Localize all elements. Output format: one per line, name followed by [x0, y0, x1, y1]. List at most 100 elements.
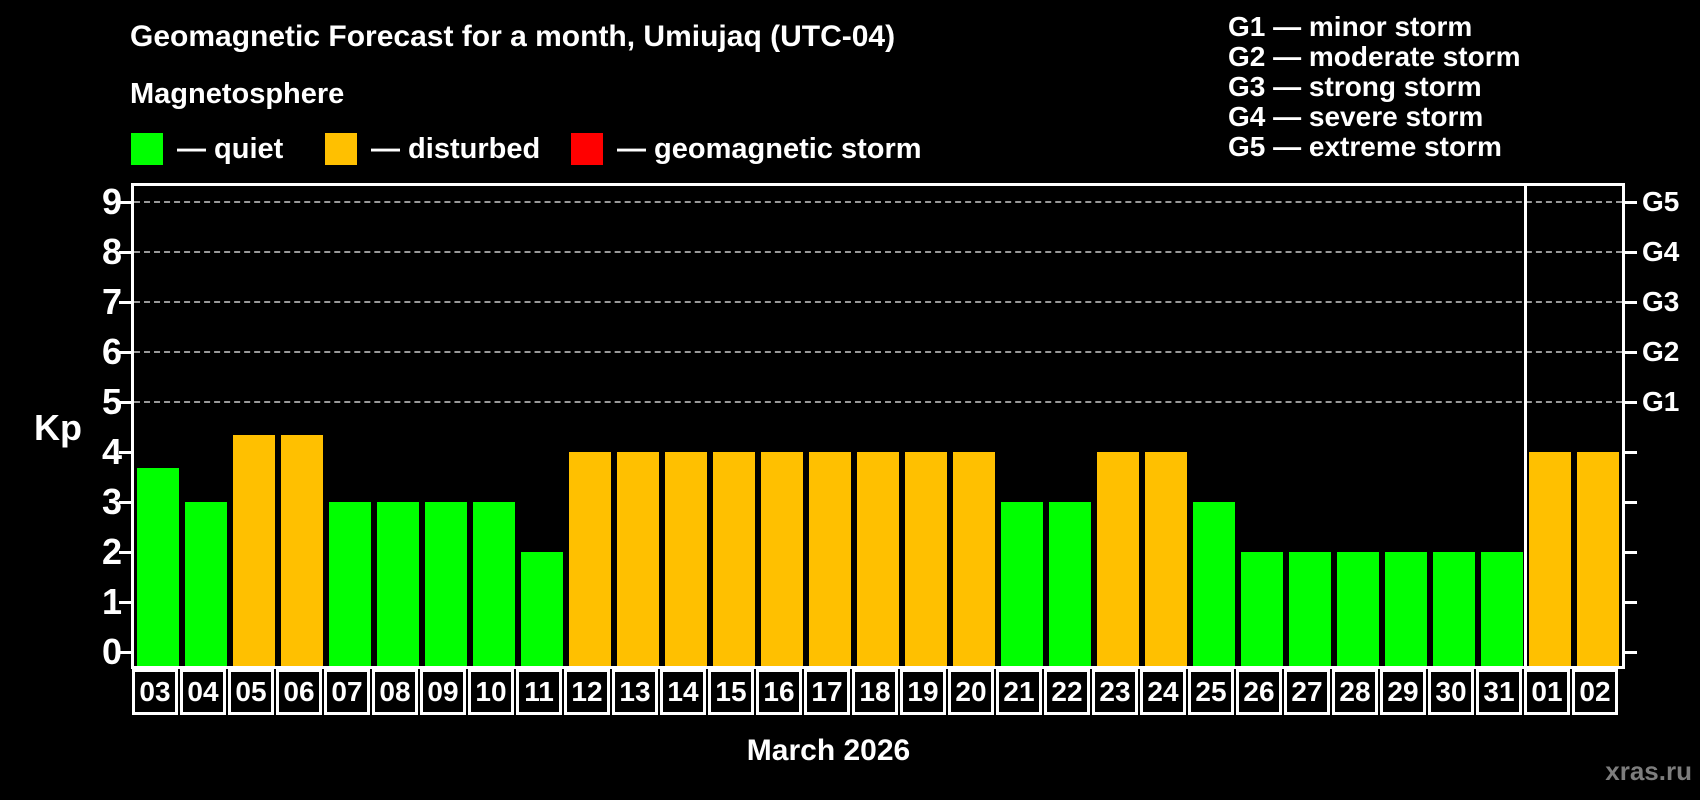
- plot-area: [131, 183, 1625, 669]
- y-tick-label: 2: [101, 531, 122, 572]
- date-cell-30: 30: [1428, 669, 1474, 715]
- y-tick-label: 1: [101, 581, 122, 622]
- date-cell-10: 10: [468, 669, 514, 715]
- legend-swatch-disturbed: [325, 133, 357, 165]
- kp-bar-02: [1577, 452, 1619, 666]
- legend-item-disturbed: — disturbed: [325, 132, 540, 166]
- kp-bar-20: [953, 452, 995, 666]
- y-tick-label: 4: [101, 431, 122, 472]
- kp-bar-01: [1529, 452, 1571, 666]
- y-axis-tick-left: [119, 251, 131, 254]
- y-axis-tick-left: [119, 651, 131, 654]
- kp-bar-14: [665, 452, 707, 666]
- legend-swatch-storm: [571, 133, 603, 165]
- storm-scale-legend-line: G1 — minor storm: [1228, 11, 1473, 42]
- legend-label-storm: — geomagnetic storm: [617, 132, 922, 165]
- kp-bar-09: [425, 502, 467, 666]
- kp-bar-27: [1289, 552, 1331, 666]
- kp-bar-15: [713, 452, 755, 666]
- legend-swatch-quiet: [131, 133, 163, 165]
- y-axis-tick-left: [119, 551, 131, 554]
- y-axis-tick-left: [119, 401, 131, 404]
- storm-scale-legend-line: G5 — extreme storm: [1228, 131, 1502, 162]
- date-cell-27: 27: [1284, 669, 1330, 715]
- date-cell-05: 05: [228, 669, 274, 715]
- x-axis-month-label: March 2026: [746, 734, 911, 767]
- gridline-kp9: [134, 201, 1622, 203]
- kp-bar-29: [1385, 552, 1427, 666]
- g-scale-label-g4: G4: [1642, 236, 1680, 267]
- y-axis-tick-right: [1625, 451, 1637, 454]
- y-tick-label: 5: [101, 381, 122, 422]
- date-cell-17: 17: [804, 669, 850, 715]
- y-tick-label: 6: [101, 331, 122, 372]
- y-axis-tick-left: [119, 201, 131, 204]
- date-cell-14: 14: [660, 669, 706, 715]
- y-tick-label: 7: [101, 281, 122, 322]
- date-cell-07: 07: [324, 669, 370, 715]
- y-tick-label: 9: [101, 181, 122, 222]
- date-cell-26: 26: [1236, 669, 1282, 715]
- date-cell-02: 02: [1572, 669, 1618, 715]
- kp-bar-26: [1241, 552, 1283, 666]
- y-axis-label: Kp: [34, 407, 82, 448]
- y-tick-label: 0: [101, 631, 122, 672]
- kp-bar-06: [281, 435, 323, 666]
- date-cell-03: 03: [132, 669, 178, 715]
- date-cell-22: 22: [1044, 669, 1090, 715]
- y-axis-tick-right: [1625, 501, 1637, 504]
- y-axis-tick-right: [1625, 651, 1637, 654]
- y-axis-tick-right: [1625, 201, 1637, 204]
- date-cell-29: 29: [1380, 669, 1426, 715]
- legend-label-quiet: — quiet: [177, 132, 284, 165]
- date-cell-12: 12: [564, 669, 610, 715]
- kp-bar-03: [137, 468, 179, 666]
- g-scale-label-g3: G3: [1642, 286, 1680, 317]
- g-scale-label-g1: G1: [1642, 386, 1680, 417]
- y-axis-tick-right: [1625, 301, 1637, 304]
- watermark: xras.ru: [1605, 756, 1692, 786]
- kp-bar-28: [1337, 552, 1379, 666]
- y-axis-tick-right: [1625, 251, 1637, 254]
- month-boundary-line: [1524, 186, 1527, 666]
- storm-scale-legend: G1 — minor storm G2 — moderate storm G3 — …: [1228, 12, 1521, 162]
- kp-bar-17: [809, 452, 851, 666]
- date-cell-20: 20: [948, 669, 994, 715]
- gridline-kp8: [134, 251, 1622, 253]
- gridline-kp5: [134, 401, 1622, 403]
- kp-bar-16: [761, 452, 803, 666]
- date-cell-09: 09: [420, 669, 466, 715]
- y-axis-tick-right: [1625, 401, 1637, 404]
- legend-item-quiet: — quiet: [131, 132, 283, 166]
- gridline-kp6: [134, 351, 1622, 353]
- kp-bar-31: [1481, 552, 1523, 666]
- y-axis-tick-left: [119, 601, 131, 604]
- y-tick-label: 3: [101, 481, 122, 522]
- date-cell-23: 23: [1092, 669, 1138, 715]
- y-axis-tick-right: [1625, 551, 1637, 554]
- magnetosphere-label: Magnetosphere: [130, 78, 345, 110]
- y-axis-tick-left: [119, 451, 131, 454]
- date-cell-06: 06: [276, 669, 322, 715]
- date-cell-18: 18: [852, 669, 898, 715]
- kp-bar-30: [1433, 552, 1475, 666]
- kp-bar-12: [569, 452, 611, 666]
- date-cell-24: 24: [1140, 669, 1186, 715]
- date-cell-04: 04: [180, 669, 226, 715]
- date-cell-16: 16: [756, 669, 802, 715]
- kp-bar-08: [377, 502, 419, 666]
- date-cell-11: 11: [516, 669, 562, 715]
- kp-bar-05: [233, 435, 275, 666]
- date-cell-15: 15: [708, 669, 754, 715]
- legend-label-disturbed: — disturbed: [371, 132, 541, 165]
- gridline-kp7: [134, 301, 1622, 303]
- y-axis-tick-right: [1625, 601, 1637, 604]
- kp-bar-25: [1193, 502, 1235, 666]
- date-cell-21: 21: [996, 669, 1042, 715]
- date-cell-01: 01: [1524, 669, 1570, 715]
- kp-bar-22: [1049, 502, 1091, 666]
- y-axis-tick-left: [119, 301, 131, 304]
- date-cell-25: 25: [1188, 669, 1234, 715]
- kp-bar-19: [905, 452, 947, 666]
